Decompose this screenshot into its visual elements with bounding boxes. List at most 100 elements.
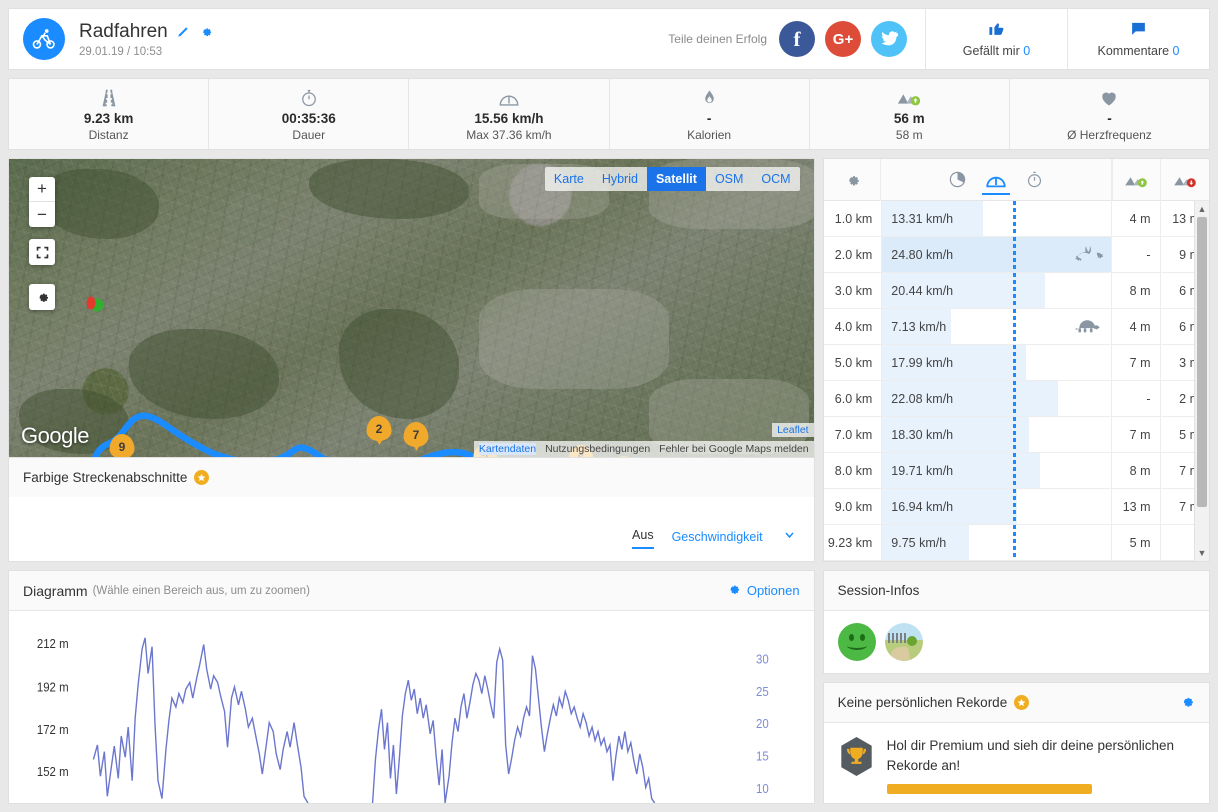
scroll-up-arrow[interactable]: ▲	[1197, 204, 1207, 214]
comments-button[interactable]: Kommentare 0	[1067, 9, 1209, 69]
pace-pie-icon[interactable]	[948, 165, 967, 195]
twitter-share-button[interactable]	[871, 21, 907, 57]
map-layer-karte[interactable]: Karte	[553, 172, 584, 186]
tab-aus[interactable]: Aus	[632, 528, 654, 549]
star-icon[interactable]	[1014, 695, 1030, 710]
table-row[interactable]: 7.0 km 18.30 km/h 7 m 5 m	[823, 417, 1209, 453]
scroll-down-arrow[interactable]: ▼	[1197, 548, 1207, 558]
split-speed-cell: 16.94 km/h	[881, 489, 1112, 524]
chart-plot-area[interactable]: 212 m 192 m 172 m 152 m 30 25 20 15 10	[9, 611, 814, 803]
comments-text: Kommentare	[1097, 44, 1170, 58]
facebook-share-button[interactable]: f	[779, 21, 815, 57]
table-row[interactable]: 5.0 km 17.99 km/h 7 m 3 m	[823, 345, 1209, 381]
stat-distance: 9.23 km Distanz	[9, 79, 210, 149]
tab-geschwindigkeit[interactable]: Geschwindigkeit	[671, 530, 763, 544]
map-data-link[interactable]: Kartendaten	[478, 443, 537, 455]
google-plus-share-button[interactable]: G+	[825, 21, 861, 57]
split-distance: 7.0 km	[834, 427, 873, 442]
fullscreen-icon[interactable]	[29, 239, 55, 265]
table-row[interactable]: 1.0 km 13.31 km/h 4 m 13 m	[823, 201, 1209, 237]
split-distance: 8.0 km	[834, 463, 873, 478]
stat-sub: Distanz	[88, 127, 129, 142]
star-icon[interactable]	[194, 470, 210, 485]
terrain-icon[interactable]	[884, 623, 923, 661]
terms-link[interactable]: Nutzungsbedingungen	[545, 443, 651, 455]
stat-sub: Dauer	[292, 127, 326, 142]
likes-button[interactable]: Gefällt mir 0	[925, 9, 1067, 69]
splits-table-body[interactable]: 1.0 km 13.31 km/h 4 m 13 m 2.0 km 24.80 …	[823, 201, 1209, 561]
get-premium-button[interactable]	[886, 784, 1092, 795]
right-axis-tick: 20	[756, 717, 769, 732]
map-marker[interactable]: 7	[403, 422, 429, 447]
stat-value: -	[1107, 110, 1112, 126]
split-elev-gain: -	[1112, 381, 1161, 416]
split-elev-gain: 8 m	[1112, 453, 1161, 488]
zoom-out-button[interactable]: −	[37, 204, 47, 224]
gear-icon[interactable]	[198, 24, 213, 39]
google-logo: Google	[21, 423, 89, 448]
left-axis-tick: 172 m	[37, 722, 69, 737]
chart-options-button[interactable]: Optionen	[725, 581, 800, 600]
chart-subtitle: (Wähle einen Bereich aus, um zu zoomen)	[92, 584, 310, 597]
elevation-up-icon	[896, 87, 922, 109]
split-speed-cell: 24.80 km/h	[881, 237, 1112, 272]
elevation-gain-icon	[1113, 159, 1161, 201]
stat-value: -	[706, 110, 712, 126]
comment-icon	[1129, 20, 1148, 40]
split-elev-gain: 7 m	[1112, 417, 1161, 452]
map-layer-satellit[interactable]: Satellit	[646, 167, 706, 191]
table-row[interactable]: 9.23 km 9.75 km/h 5 m -	[823, 525, 1209, 561]
split-speed-cell: 7.13 km/h	[881, 309, 1112, 344]
mood-happy-icon[interactable]	[837, 623, 876, 661]
split-speed-cell: 13.31 km/h	[881, 201, 1112, 236]
gear-icon[interactable]	[824, 159, 881, 201]
records-promo-text: Hol dir Premium und sieh dir deine persö…	[886, 738, 1174, 773]
scrollbar-thumb[interactable]	[1197, 217, 1207, 507]
splits-table-scrollbar[interactable]: ▲ ▼	[1194, 201, 1209, 561]
flame-icon	[701, 87, 718, 109]
map-layer-ocm[interactable]: OCM	[761, 172, 791, 186]
map-zoom-controls[interactable]: + −	[29, 177, 55, 227]
splits-animal-column-header	[1111, 159, 1113, 201]
split-speed: 9.75 km/h	[891, 535, 947, 550]
stopwatch-icon[interactable]	[1025, 165, 1044, 195]
speedometer-icon[interactable]	[981, 165, 1010, 195]
likes-count: 0	[1023, 44, 1031, 58]
share-group: Teile deinen Erfolg f G+	[650, 9, 925, 69]
pencil-icon[interactable]	[176, 25, 190, 39]
leaflet-attribution-link[interactable]: Leaflet	[772, 423, 814, 437]
records-header: Keine persönlichen Rekorde	[823, 683, 1209, 723]
twitter-icon	[880, 28, 899, 50]
records-promo: Hol dir Premium und sieh dir deine persö…	[824, 723, 1209, 795]
table-row[interactable]: 9.0 km 16.94 km/h 13 m 7 m	[823, 489, 1209, 525]
stat-sub: 58 m	[895, 127, 923, 142]
likes-label: Gefällt mir 0	[963, 44, 1030, 58]
colored-segments-title: Farbige Streckenabschnitte	[23, 470, 188, 485]
report-error-link[interactable]: Fehler bei Google Maps melden	[659, 443, 809, 455]
table-row[interactable]: 4.0 km 7.13 km/h	[823, 309, 1209, 345]
map-layer-hybrid[interactable]: Hybrid	[601, 172, 638, 186]
split-speed-cell: 17.99 km/h	[881, 345, 1112, 380]
split-speed: 13.31 km/h	[891, 211, 954, 226]
road-icon	[98, 87, 120, 109]
table-row[interactable]: 6.0 km 22.08 km/h - 2 m	[823, 381, 1209, 417]
split-distance: 5.0 km	[834, 355, 873, 370]
right-sidebar: Session-Infos Keine persönlichen Rekorde	[822, 570, 1210, 804]
route-map[interactable]: 9 1 8 2	[9, 159, 814, 457]
gear-icon[interactable]	[1178, 693, 1195, 713]
map-marker[interactable]: 9	[109, 434, 135, 457]
table-row[interactable]: 8.0 km 19.71 km/h 8 m 7 m	[823, 453, 1209, 489]
activity-date: 29.01.19 / 10:53	[79, 45, 163, 58]
gear-icon[interactable]	[29, 284, 55, 310]
map-layer-switcher[interactable]: Karte Hybrid Satellit OSM OCM	[544, 167, 800, 191]
chevron-down-icon[interactable]	[781, 529, 798, 549]
zoom-in-button[interactable]: +	[29, 177, 55, 202]
table-row[interactable]: 2.0 km 24.80 km/h	[823, 237, 1209, 273]
map-marker[interactable]: 2	[366, 416, 392, 441]
segment-metric-selector: Aus Geschwindigkeit	[9, 497, 814, 561]
table-row[interactable]: 3.0 km 20.44 km/h 8 m 6 m	[823, 273, 1209, 309]
map-layer-osm[interactable]: OSM	[714, 172, 744, 186]
google-plus-icon: G+	[832, 30, 854, 48]
session-infos-header: Session-Infos	[823, 571, 1209, 611]
